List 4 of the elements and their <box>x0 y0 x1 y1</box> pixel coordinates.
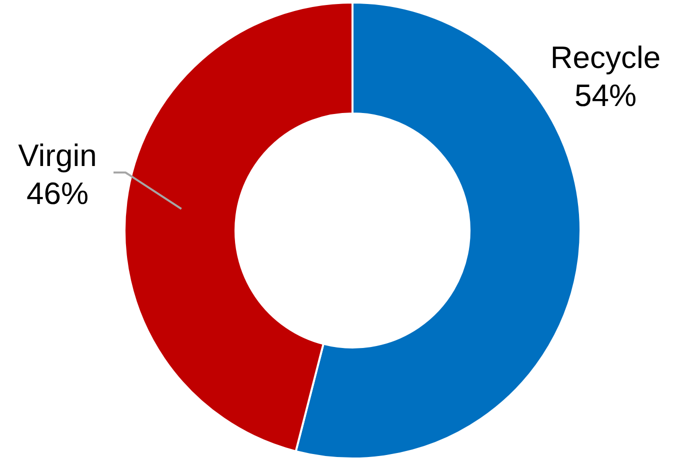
slice-label: Recycle <box>550 40 661 75</box>
data-label: 54% <box>574 78 637 113</box>
data-label: 46% <box>26 176 89 211</box>
slice-label: Virgin <box>18 138 97 173</box>
